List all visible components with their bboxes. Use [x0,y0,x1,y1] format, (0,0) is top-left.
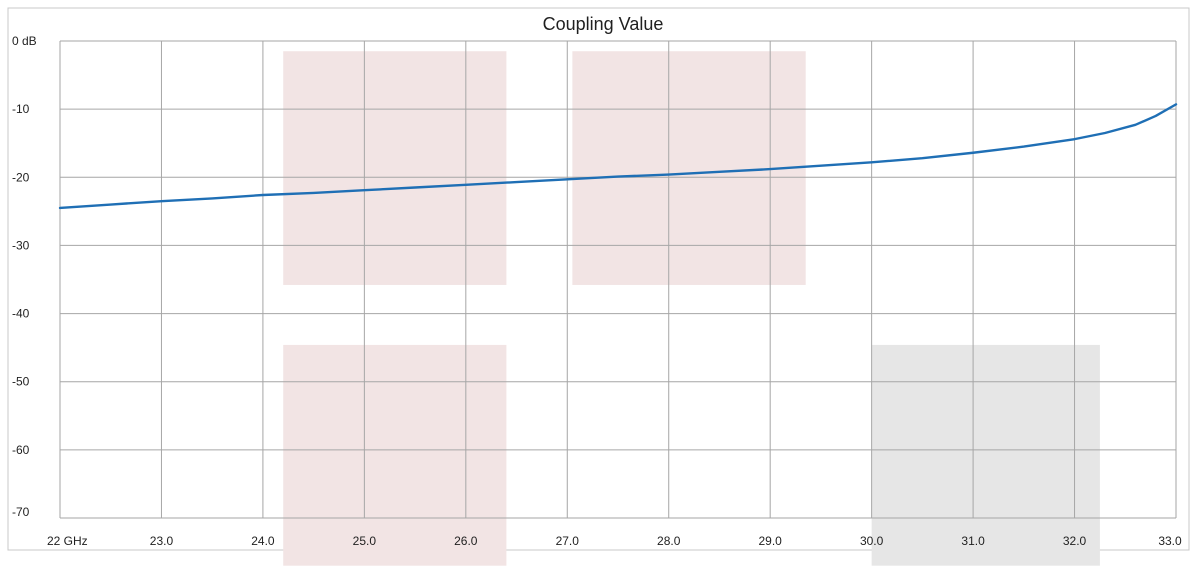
x-tick-label: 30.0 [860,534,884,548]
highlight-band-1 [283,51,507,285]
y-tick-label: -60 [12,443,30,457]
x-tick-label: 33.0 [1158,534,1182,548]
x-tick-label: 27.0 [556,534,580,548]
highlight-band-2 [572,51,806,285]
highlight-band-4 [871,344,1100,566]
x-tick-label: 26.0 [454,534,478,548]
x-tick-label: 32.0 [1063,534,1087,548]
y-tick-label: -30 [12,238,30,252]
y-tick-label: 0 dB [12,34,37,48]
chart-title: Coupling Value [543,14,664,34]
y-tick-label: -10 [12,102,30,116]
x-tick-label: 22 GHz [47,534,88,548]
y-axis-ticks: 0 dB -10 -20 -30 -40 -50 -60 -70 [12,34,37,519]
x-axis-ticks: 22 GHz 23.0 24.0 25.0 26.0 27.0 28.0 29.0 30.0 31… [47,534,1182,548]
y-tick-label: -40 [12,307,30,321]
highlight-band-3 [283,344,507,566]
x-tick-label: 31.0 [961,534,985,548]
y-tick-label: -50 [12,375,30,389]
grid-lines [59,40,1177,519]
x-tick-label: 24.0 [251,534,275,548]
y-tick-label: -70 [12,505,30,519]
x-tick-label: 28.0 [657,534,681,548]
x-tick-label: 29.0 [759,534,783,548]
x-tick-label: 25.0 [353,534,377,548]
x-tick-label: 23.0 [150,534,174,548]
series-layer [58,103,1178,210]
y-tick-label: -20 [12,170,30,184]
series-line-1 [58,103,1178,210]
